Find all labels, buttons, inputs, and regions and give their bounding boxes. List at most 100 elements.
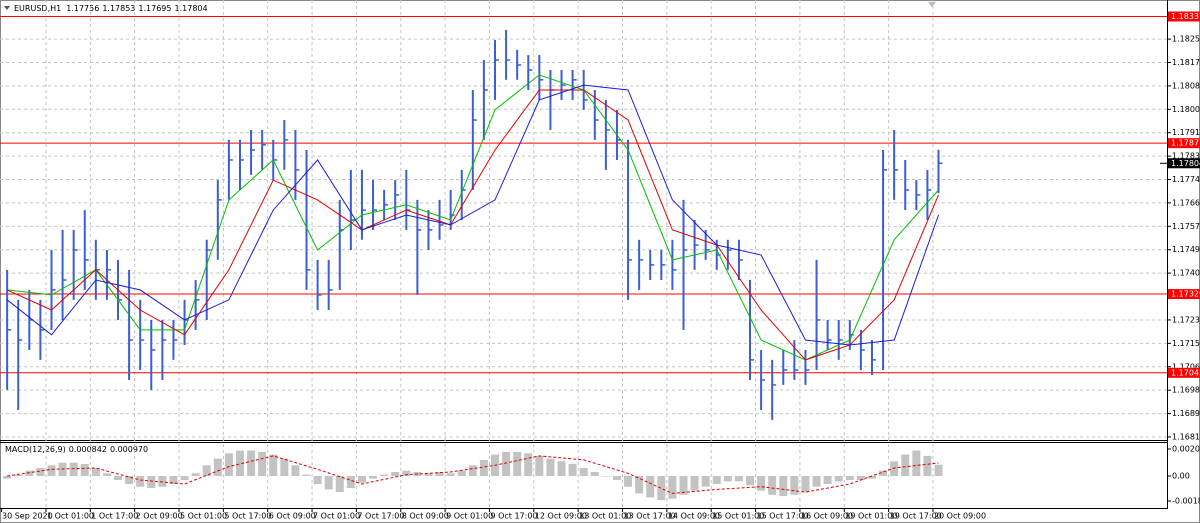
macd-histogram-bar <box>158 476 167 487</box>
macd-histogram-bar <box>612 476 621 481</box>
macd-histogram-bar <box>845 476 854 481</box>
macd-histogram-bar <box>901 454 910 476</box>
macd-histogram-bar <box>790 476 799 495</box>
macd-histogram-bar <box>80 463 89 476</box>
y-tick-label: 1.16895 <box>1172 409 1200 418</box>
macd-histogram-bar <box>125 476 134 485</box>
macd-histogram-bar <box>734 476 743 482</box>
macd-histogram-bar <box>701 476 710 487</box>
low-price: 1.17695 <box>138 4 171 13</box>
macd-value: 0.000842 <box>69 445 107 454</box>
y-tick-label: 1.17745 <box>1172 175 1200 184</box>
macd-histogram-bar <box>224 453 233 476</box>
macd-histogram-bar <box>635 476 644 494</box>
macd-histogram-bar <box>879 470 888 476</box>
y-tick-label: 1.18085 <box>1172 81 1200 90</box>
x-tick-label: 1 Oct 17:00 <box>91 512 138 521</box>
macd-histogram-bar <box>757 476 766 491</box>
macd-histogram-bar <box>280 458 289 476</box>
macd-histogram-bar <box>357 476 366 483</box>
macd-histogram-bar <box>746 476 755 486</box>
macd-histogram-bar <box>934 464 943 476</box>
macd-histogram-bar <box>180 476 189 481</box>
macd-histogram-bar <box>768 476 777 495</box>
x-tick-label: 14 Oct 09:00 <box>668 512 720 521</box>
macd-histogram-bar <box>624 476 633 487</box>
macd-histogram-bar <box>834 476 843 482</box>
level-label-box <box>1168 367 1200 378</box>
current-price-box <box>1168 158 1200 169</box>
symbol-header: EURUSD,H1 1.17756 1.17853 1.17695 1.17804 <box>14 4 208 13</box>
y-tick-label: 1.18255 <box>1172 35 1200 44</box>
high-price: 1.17853 <box>102 4 135 13</box>
macd-histogram-bar <box>25 470 34 476</box>
x-tick-label: 2 Oct 09:00 <box>136 512 183 521</box>
macd-histogram-bar <box>269 454 278 476</box>
macd-histogram-bar <box>424 473 433 476</box>
macd-histogram-bar <box>923 455 932 476</box>
y-tick-label: 1.16980 <box>1172 386 1200 395</box>
macd-histogram-bar <box>590 471 599 476</box>
y-tick-label: 1.18000 <box>1172 105 1200 114</box>
level-label-box <box>1168 11 1200 22</box>
x-tick-label: 6 Oct 09:00 <box>269 512 316 521</box>
macd-histogram-bar <box>313 476 322 485</box>
macd-histogram-bar <box>557 461 566 476</box>
current-price-label: 1.17804 <box>1171 159 1200 168</box>
grid-layer <box>0 0 1167 508</box>
x-tick-label: 9 Oct 01:00 <box>446 512 493 521</box>
macd-histogram-bar <box>801 476 810 493</box>
x-tick-label: 20 Oct 09:00 <box>934 512 986 521</box>
macd-histogram-bar <box>102 473 111 476</box>
moving-average-line <box>6 89 939 361</box>
macd-histogram-bar <box>202 465 211 476</box>
macd-histogram-bar <box>213 458 222 476</box>
x-tick-label: 12 Oct 09:00 <box>535 512 587 521</box>
x-tick-label: 8 Oct 09:00 <box>402 512 449 521</box>
macd-histogram-bar <box>657 476 666 501</box>
y-tick-label: 1.17235 <box>1172 315 1200 324</box>
y-tick-label: 1.18170 <box>1172 58 1200 67</box>
macd-histogram-bar <box>479 459 488 476</box>
macd-histogram-bar <box>723 476 732 482</box>
macd-histogram-bar <box>712 476 721 485</box>
macd-histogram-bar <box>380 474 389 476</box>
level-label: 1.17043 <box>1171 368 1200 377</box>
y-tick-label: 0.00 <box>1172 472 1190 481</box>
macd-histogram-bar <box>457 470 466 476</box>
y-tick-label: 1.17915 <box>1172 128 1200 137</box>
macd-histogram-bar <box>324 476 333 490</box>
macd-histogram-bar <box>446 473 455 476</box>
macd-histogram-bar <box>247 450 256 476</box>
level-label: 1.17877 <box>1171 139 1200 148</box>
x-tick-label: 30 Sep 2020 <box>2 512 53 521</box>
mark-layer <box>0 15 1167 501</box>
symbol: EURUSD,H1 <box>14 4 61 13</box>
y-tick-label: 1.17405 <box>1172 269 1200 278</box>
x-tick-label: 19 Oct 01:00 <box>845 512 897 521</box>
x-tick-label: 13 Oct 01:00 <box>579 512 631 521</box>
macd-histogram-bar <box>136 476 145 487</box>
macd-histogram-bar <box>69 462 78 476</box>
macd-histogram-bar <box>568 463 577 476</box>
macd-histogram-bar <box>369 476 378 479</box>
x-tick-label: 15 Oct 17:00 <box>757 512 809 521</box>
macd-histogram-bar <box>524 453 533 476</box>
macd-histogram-bar <box>579 467 588 476</box>
macd-histogram-bar <box>258 451 267 476</box>
x-tick-label: 9 Oct 17:00 <box>490 512 537 521</box>
y-tick-label: 1.17150 <box>1172 339 1200 348</box>
x-tick-label: 16 Oct 09:00 <box>801 512 853 521</box>
macd-histogram-bar <box>823 476 832 485</box>
shift-marker <box>928 2 936 7</box>
macd-histogram-bar <box>690 476 699 491</box>
x-tick-label: 19 Oct 17:00 <box>890 512 942 521</box>
macd-histogram-bar <box>646 476 655 498</box>
macd-histogram-bar <box>3 476 12 479</box>
macd-title: MACD(12,26,9) <box>5 445 66 454</box>
x-tick-label: 5 Oct 17:00 <box>224 512 271 521</box>
macd-histogram-bar <box>147 476 156 489</box>
symbol-menu-icon[interactable] <box>4 6 10 10</box>
y-tick-label: 1.17660 <box>1172 198 1200 207</box>
